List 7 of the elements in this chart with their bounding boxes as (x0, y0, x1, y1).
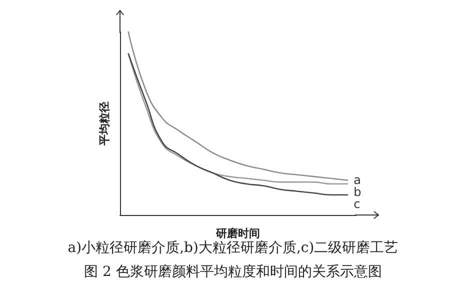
x-axis-title: 研磨时间 (215, 226, 260, 240)
series-label: a (354, 173, 361, 188)
text: a)小粒径研磨介质,b)大粒径研磨介质,c)二级研磨工艺 (68, 240, 398, 256)
y-axis-title: 平均粒径 (98, 102, 111, 146)
series-label: b (354, 185, 362, 200)
series-label: c (354, 197, 360, 212)
text: 图 2 色浆研磨颜料平均粒度和时间的关系示意图 (84, 264, 382, 280)
